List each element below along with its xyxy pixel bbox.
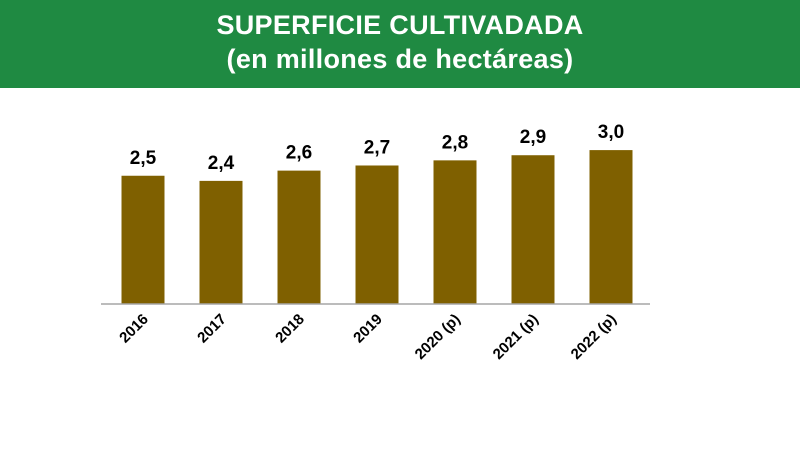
- value-label: 3,0: [598, 122, 624, 143]
- bar-2019: [355, 165, 399, 304]
- bar-2021-p: [511, 155, 555, 304]
- x-tick-label: 2016: [116, 311, 152, 347]
- x-tick-label: 2017: [194, 311, 230, 347]
- bars-group: [121, 150, 633, 304]
- bar-2020-p: [433, 160, 477, 304]
- value-label: 2,6: [286, 143, 312, 164]
- value-labels-group: 2,5 2,4 2,6 2,7 2,8 2,9 3,0: [130, 122, 624, 174]
- x-tick-labels-group: 2016 2017 2018 2019 2020 (p) 2021 (p) 2022 (p): [116, 311, 620, 363]
- x-tick-label: 2022 (p): [568, 311, 620, 363]
- value-label: 2,7: [364, 137, 390, 158]
- chart-title: SUPERFICIE CULTIVADADA: [216, 10, 584, 40]
- x-tick-label: 2021 (p): [490, 311, 542, 363]
- bar-2017: [199, 180, 243, 304]
- chart-subtitle: (en millones de hectáreas): [226, 44, 574, 74]
- x-tick-label: 2020 (p): [412, 311, 464, 363]
- value-label: 2,9: [520, 127, 546, 148]
- bar-2016: [121, 175, 165, 304]
- chart-header: SUPERFICIE CULTIVADADA (en millones de h…: [0, 0, 800, 88]
- value-label: 2,5: [130, 148, 157, 169]
- bar-2022-p: [589, 150, 633, 304]
- x-tick-label: 2018: [272, 311, 308, 347]
- x-tick-label: 2019: [350, 311, 386, 347]
- value-label: 2,4: [208, 153, 235, 174]
- value-label: 2,8: [442, 132, 468, 153]
- bar-2018: [277, 170, 321, 304]
